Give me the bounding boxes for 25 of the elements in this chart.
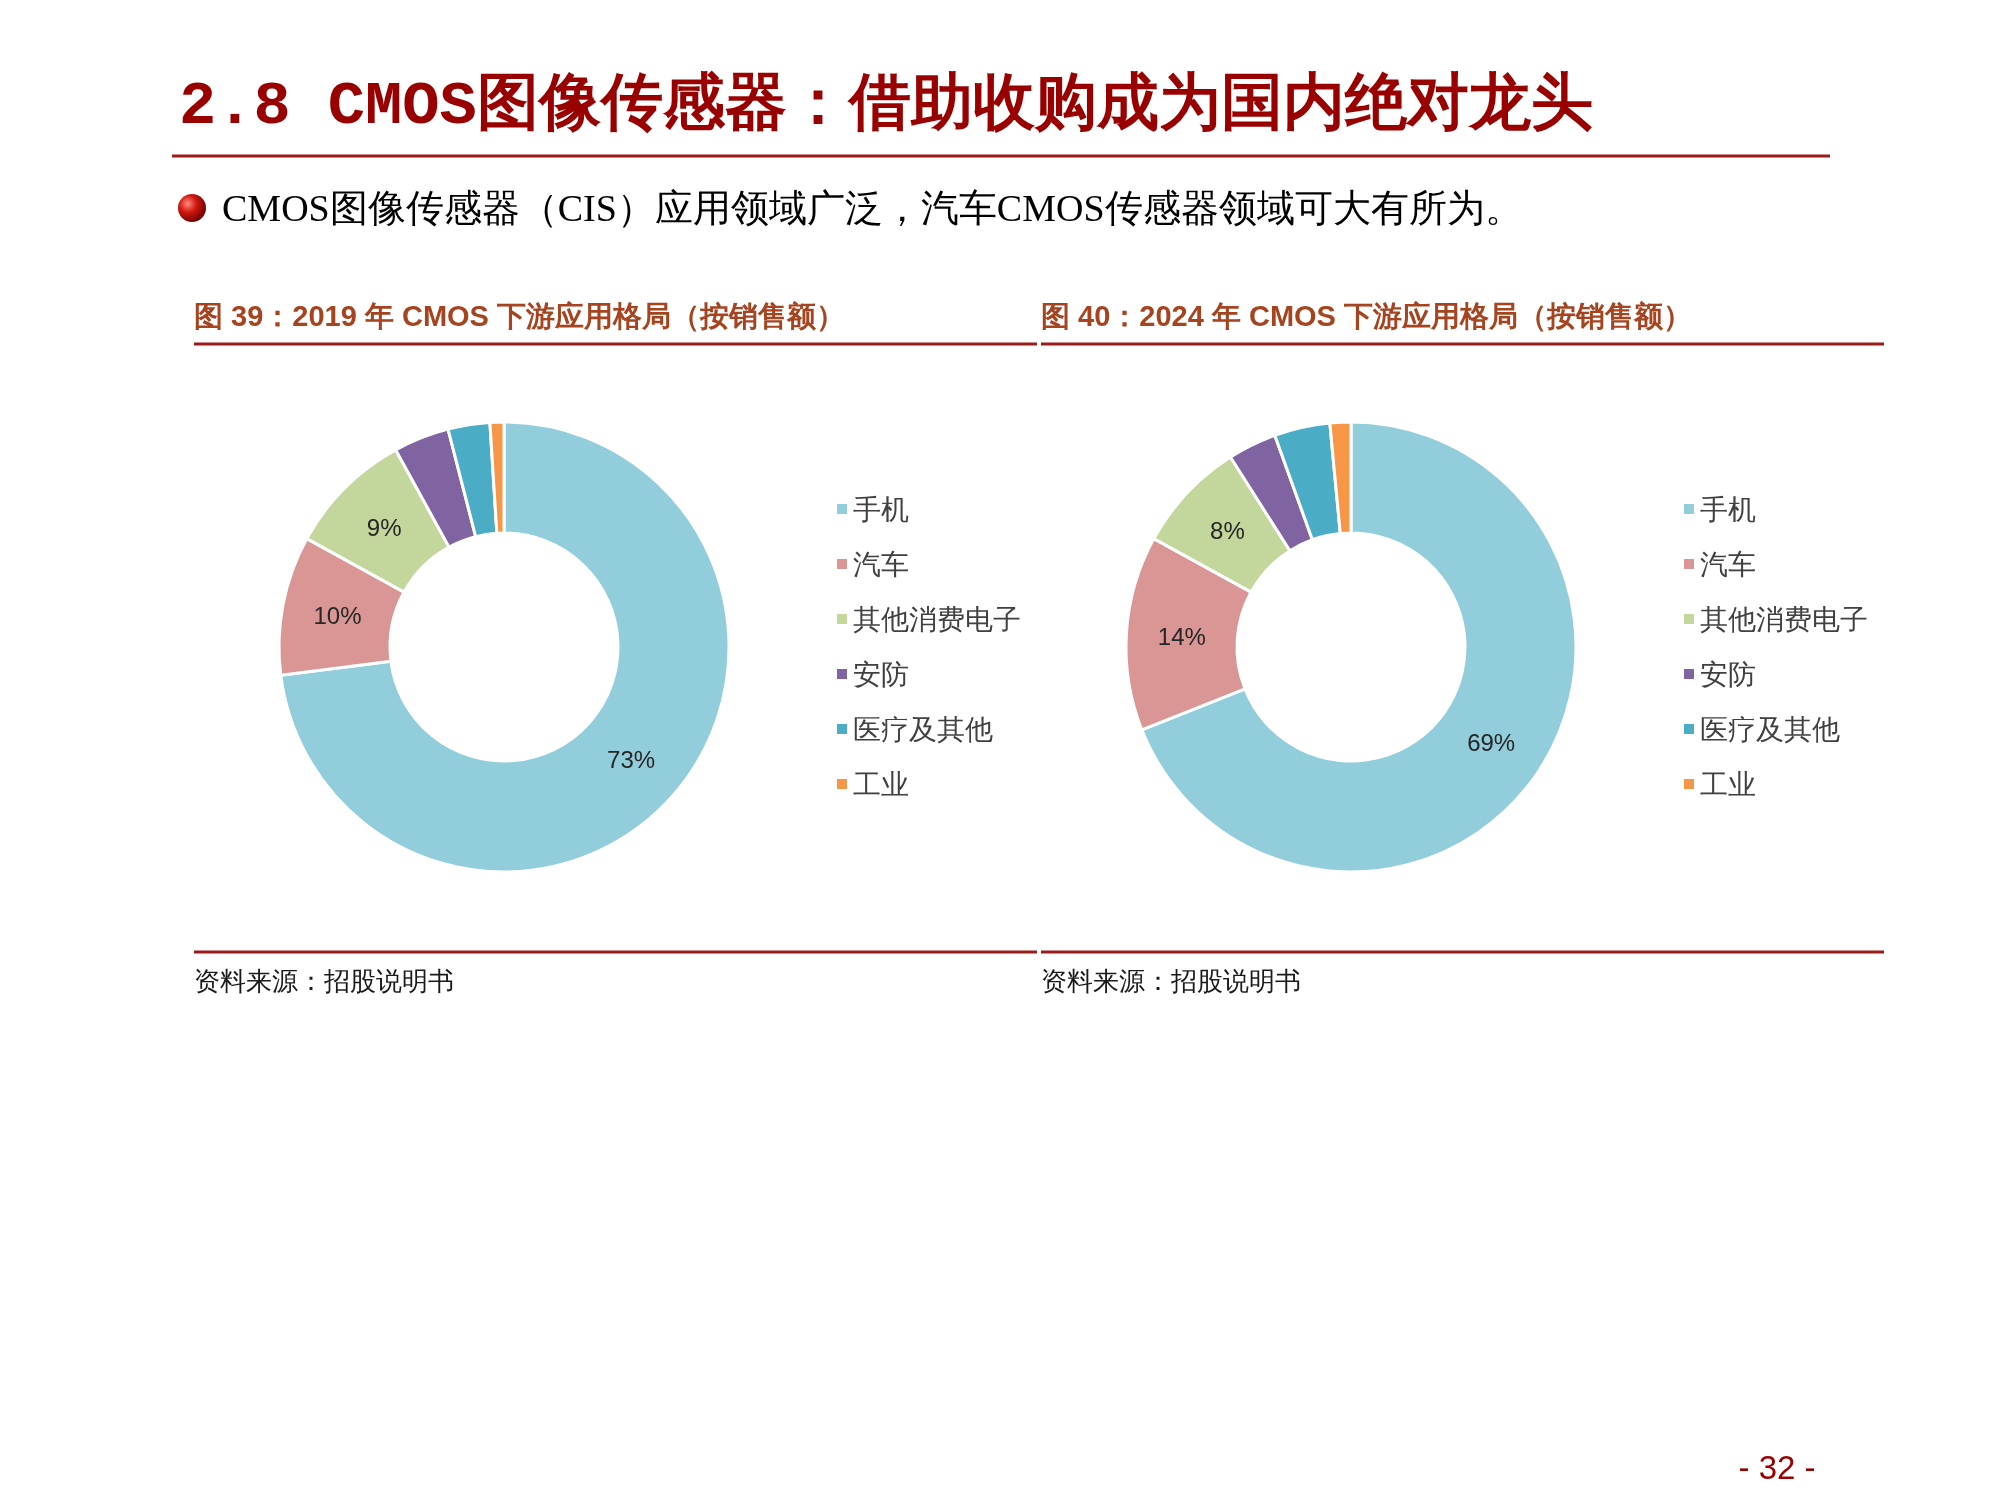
legend-label: 汽车 <box>853 548 909 580</box>
data-label: 73% <box>607 745 656 773</box>
data-label: 8% <box>1210 517 1245 545</box>
text: - 32 - <box>1738 1448 1816 1486</box>
legend-label: 安防 <box>853 658 909 690</box>
legend-label: 工业 <box>1700 768 1756 800</box>
legend-label: 汽车 <box>1700 548 1756 580</box>
chart-title: 图 40：2024 年 CMOS 下游应用格局（按销售额） <box>1041 300 1692 332</box>
legend-label: 工业 <box>853 768 909 800</box>
text: CMOS图像传感器（CIS）应用领域广泛，汽车CMOS传感器领域可大有所为。 <box>222 187 1523 229</box>
text: 资料来源：招股说明书 <box>1041 966 1301 996</box>
data-label: 69% <box>1467 728 1516 756</box>
data-label: 14% <box>1157 622 1206 650</box>
legend-label: 手机 <box>853 493 909 525</box>
text: 2.8 CMOS图像传感器：借助收购成为国内绝对龙头 <box>179 69 1593 142</box>
legend-label: 手机 <box>1700 493 1756 525</box>
legend-label: 其他消费电子 <box>853 603 1021 635</box>
text: 资料来源：招股说明书 <box>194 966 454 996</box>
data-label: 10% <box>313 601 362 629</box>
legend-label: 安防 <box>1700 658 1756 690</box>
data-label: 9% <box>366 513 402 541</box>
chart-title: 图 39：2019 年 CMOS 下游应用格局（按销售额） <box>194 300 845 332</box>
legend-label: 其他消费电子 <box>1700 603 1868 635</box>
legend-label: 医疗及其他 <box>853 713 993 745</box>
legend-label: 医疗及其他 <box>1700 713 1840 745</box>
